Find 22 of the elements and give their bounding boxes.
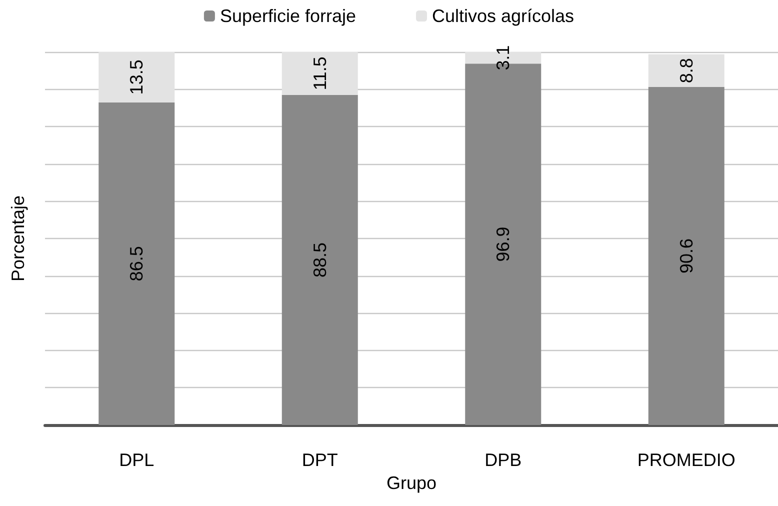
x-tick-label: DPT — [302, 450, 338, 470]
data-label: 96.9 — [493, 226, 514, 262]
data-label: 8.8 — [676, 58, 696, 84]
bar — [98, 102, 175, 425]
legend-label: Superficie forraje — [220, 6, 356, 26]
bar — [282, 94, 358, 425]
data-label: 3.1 — [493, 45, 514, 70]
data-label: 11.5 — [310, 56, 330, 90]
x-tick-label: DPB — [484, 450, 522, 470]
bar — [648, 87, 724, 425]
data-label: 90.6 — [676, 238, 696, 274]
x-tick-label: DPL — [119, 450, 154, 470]
data-label: 13.5 — [126, 60, 147, 95]
y-axis-title: Porcentaje — [8, 195, 28, 282]
legend-label: Cultivos agrícolas — [432, 6, 574, 26]
x-axis-title: Grupo — [386, 472, 437, 493]
data-label: 86.5 — [126, 246, 147, 282]
data-label: 88.5 — [310, 242, 330, 278]
bar — [98, 52, 175, 102]
bar — [648, 54, 724, 88]
x-tick-label: PROMEDIO — [637, 450, 736, 470]
bar — [282, 52, 358, 95]
